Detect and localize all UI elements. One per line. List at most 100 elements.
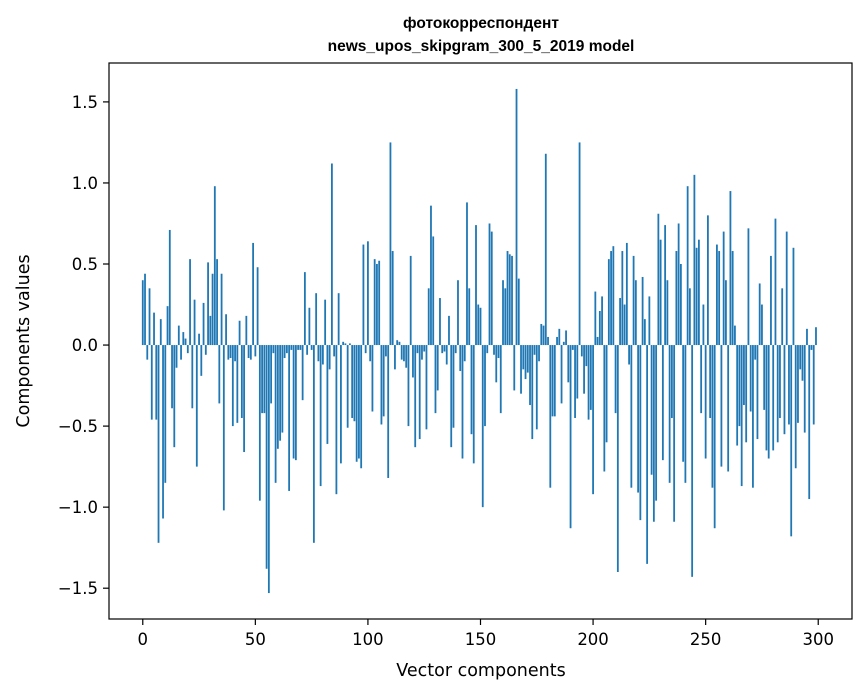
bar bbox=[693, 174, 696, 346]
bar bbox=[792, 247, 795, 346]
bar bbox=[788, 345, 790, 425]
bar bbox=[193, 299, 196, 346]
bar bbox=[285, 345, 288, 354]
bar bbox=[324, 299, 327, 346]
x-tick-label: 250 bbox=[690, 630, 722, 649]
bar bbox=[312, 345, 315, 543]
bar bbox=[310, 345, 313, 350]
bar bbox=[349, 343, 351, 346]
bar bbox=[585, 345, 588, 367]
bar bbox=[177, 325, 180, 346]
bar bbox=[664, 225, 667, 346]
bar bbox=[452, 345, 455, 428]
bar bbox=[711, 345, 714, 488]
bar bbox=[378, 260, 381, 346]
bar bbox=[245, 315, 248, 346]
bar bbox=[380, 345, 383, 425]
bar bbox=[655, 345, 658, 501]
bar bbox=[700, 345, 703, 414]
bar bbox=[353, 345, 356, 422]
bar bbox=[454, 345, 457, 354]
bar bbox=[648, 296, 651, 346]
x-tick-label: 50 bbox=[245, 630, 266, 649]
bar bbox=[749, 345, 752, 412]
bar bbox=[394, 345, 396, 370]
bar bbox=[400, 345, 403, 360]
bar bbox=[234, 345, 236, 362]
x-tick-label: 300 bbox=[802, 630, 834, 649]
bar bbox=[578, 142, 581, 346]
bar bbox=[153, 312, 155, 346]
bar bbox=[340, 345, 342, 464]
bar bbox=[666, 280, 669, 346]
bar bbox=[387, 345, 390, 478]
bar bbox=[702, 304, 705, 346]
bar bbox=[479, 307, 482, 346]
bar bbox=[810, 345, 813, 350]
bar bbox=[175, 345, 178, 368]
bar bbox=[355, 345, 358, 462]
bar bbox=[150, 345, 153, 420]
bar bbox=[290, 345, 293, 350]
bar bbox=[200, 345, 203, 376]
y-tick-label: 1.0 bbox=[72, 174, 98, 193]
bar bbox=[783, 345, 786, 435]
bar bbox=[182, 332, 185, 346]
bar bbox=[146, 345, 149, 360]
bar bbox=[189, 259, 191, 346]
bar bbox=[797, 345, 799, 423]
bar bbox=[580, 345, 583, 357]
bar bbox=[421, 345, 423, 360]
bar bbox=[713, 345, 716, 529]
bar bbox=[466, 202, 468, 346]
y-axis-ticks: −1.5 −1.0 −0.5 0.0 0.5 1.0 1.5 bbox=[58, 93, 109, 598]
bar bbox=[477, 304, 480, 346]
bar bbox=[416, 345, 419, 354]
bar bbox=[434, 345, 437, 414]
bar bbox=[643, 319, 646, 346]
bar bbox=[616, 345, 619, 572]
bar bbox=[276, 345, 279, 449]
bar bbox=[159, 319, 162, 346]
bar bbox=[209, 315, 212, 346]
bar bbox=[502, 280, 504, 346]
bar bbox=[621, 251, 624, 346]
bar bbox=[319, 345, 322, 487]
bar bbox=[511, 255, 513, 346]
bar bbox=[493, 345, 495, 355]
x-tick-label: 200 bbox=[577, 630, 609, 649]
bar bbox=[423, 345, 426, 352]
bar bbox=[533, 345, 536, 355]
bar bbox=[743, 345, 745, 406]
bar bbox=[734, 325, 736, 346]
bar bbox=[331, 163, 333, 346]
bar bbox=[247, 345, 250, 359]
bar bbox=[761, 304, 763, 346]
bar bbox=[360, 345, 363, 469]
bar bbox=[294, 345, 297, 461]
bar bbox=[682, 345, 685, 462]
chart-title-line-1: фотокорреспондент bbox=[403, 15, 559, 32]
bar bbox=[659, 239, 662, 346]
bar bbox=[815, 327, 817, 346]
bar bbox=[231, 345, 234, 427]
bar bbox=[470, 345, 473, 435]
y-tick-label: 0.0 bbox=[72, 336, 98, 355]
bar bbox=[389, 142, 392, 346]
bar bbox=[367, 241, 369, 346]
bar bbox=[459, 345, 462, 371]
x-tick-label: 100 bbox=[352, 630, 384, 649]
bar bbox=[481, 345, 484, 508]
chart-title-line-2: news_upos_skipgram_300_5_2019 model bbox=[328, 38, 635, 55]
bar bbox=[436, 345, 439, 391]
bar bbox=[405, 345, 408, 368]
bar bbox=[249, 345, 252, 360]
bar bbox=[637, 345, 640, 493]
bar bbox=[216, 259, 218, 346]
bar bbox=[396, 340, 399, 346]
bar bbox=[722, 231, 725, 346]
bar bbox=[794, 345, 797, 469]
bar bbox=[592, 345, 594, 495]
bar bbox=[601, 296, 603, 346]
